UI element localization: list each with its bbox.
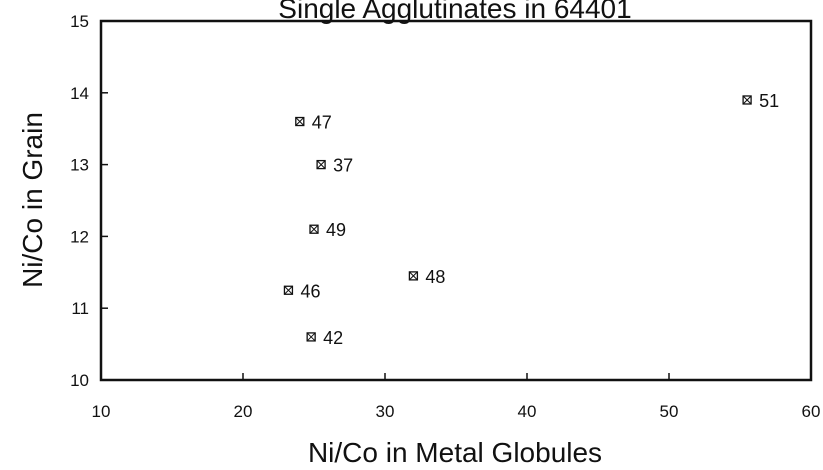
y-tick-label: 13: [70, 156, 89, 175]
y-tick-label: 15: [70, 12, 89, 31]
x-tick-label: 40: [518, 402, 537, 421]
point-marker-cross: [316, 160, 326, 169]
data-point: 46: [283, 281, 320, 301]
y-tick-label: 11: [71, 299, 89, 318]
y-axis: 10 11 12 13 14 15: [70, 12, 108, 390]
y-tick-label: 14: [70, 84, 89, 103]
y-tick-label: 10: [70, 371, 89, 390]
point-marker: [309, 224, 319, 234]
data-point: 48: [408, 267, 445, 287]
point-marker: [408, 271, 419, 281]
data-point: 37: [316, 156, 353, 176]
point-label: 37: [333, 156, 353, 176]
point-marker-cross: [284, 285, 293, 295]
point-marker: [742, 95, 752, 105]
plot-area-frame: [99, 19, 813, 382]
data-point: 47: [295, 113, 332, 133]
point-label: 46: [300, 281, 320, 301]
point-label: 51: [759, 91, 779, 111]
point-marker-cross: [742, 95, 752, 105]
point-marker-cross: [295, 117, 305, 126]
x-axis-label: Ni/Co in Metal Globules: [308, 437, 602, 468]
x-tick-label: 30: [376, 402, 395, 421]
point-marker-cross: [306, 332, 316, 342]
x-tick-label: 20: [234, 402, 253, 421]
data-point: 49: [309, 220, 346, 240]
point-label: 49: [326, 220, 346, 240]
point-marker: [306, 332, 316, 342]
point-label: 42: [323, 328, 343, 348]
data-point: 51: [742, 91, 779, 111]
point-label: 47: [312, 113, 332, 133]
point-marker: [283, 285, 294, 295]
x-tick-label: 50: [660, 402, 679, 421]
x-axis: 10 20 30 40 50 60: [92, 373, 821, 421]
x-tick-label: 10: [92, 402, 111, 421]
point-label: 48: [425, 267, 445, 287]
y-axis-label: Ni/Co in Grain: [17, 112, 48, 288]
y-tick-label: 12: [70, 227, 89, 246]
point-marker: [295, 116, 305, 127]
data-point: 42: [306, 328, 343, 348]
point-marker-cross: [309, 224, 319, 234]
point-marker-cross: [409, 271, 418, 281]
data-points: 47 37 49 48 46 42 51: [283, 91, 779, 348]
x-tick-label: 60: [802, 402, 821, 421]
point-marker: [316, 159, 326, 170]
